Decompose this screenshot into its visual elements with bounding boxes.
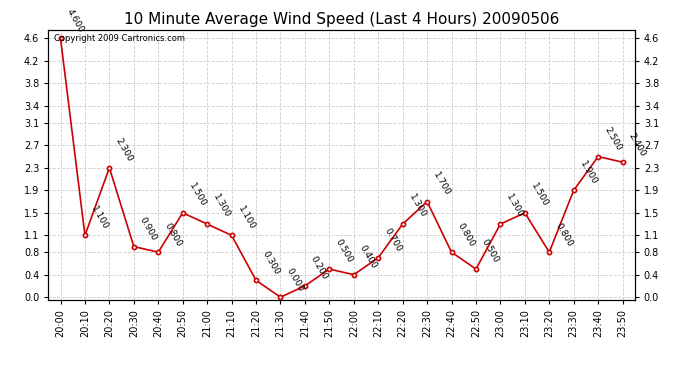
Text: 1.300: 1.300 xyxy=(211,193,232,220)
Title: 10 Minute Average Wind Speed (Last 4 Hours) 20090506: 10 Minute Average Wind Speed (Last 4 Hou… xyxy=(124,12,559,27)
Text: 1.900: 1.900 xyxy=(578,159,599,186)
Text: 0.800: 0.800 xyxy=(162,221,183,248)
Text: 1.500: 1.500 xyxy=(187,182,208,209)
Text: 1.300: 1.300 xyxy=(504,193,525,220)
Text: 1.500: 1.500 xyxy=(529,182,550,209)
Text: 2.300: 2.300 xyxy=(114,137,135,164)
Text: 1.100: 1.100 xyxy=(236,204,257,231)
Text: 4.600: 4.600 xyxy=(65,8,86,34)
Text: 0.300: 0.300 xyxy=(260,249,281,276)
Text: 0.800: 0.800 xyxy=(455,221,476,248)
Text: 1.300: 1.300 xyxy=(407,193,428,220)
Text: 2.400: 2.400 xyxy=(627,131,647,158)
Text: 0.500: 0.500 xyxy=(480,238,501,265)
Text: 0.000: 0.000 xyxy=(284,266,306,293)
Text: 0.200: 0.200 xyxy=(309,255,330,282)
Text: 2.500: 2.500 xyxy=(602,126,623,152)
Text: Copyright 2009 Cartronics.com: Copyright 2009 Cartronics.com xyxy=(55,34,185,43)
Text: 1.700: 1.700 xyxy=(431,171,452,197)
Text: 0.400: 0.400 xyxy=(358,244,379,270)
Text: 1.100: 1.100 xyxy=(89,204,110,231)
Text: 0.500: 0.500 xyxy=(333,238,354,265)
Text: 0.800: 0.800 xyxy=(553,221,574,248)
Text: 0.700: 0.700 xyxy=(382,227,403,254)
Text: 0.900: 0.900 xyxy=(138,216,159,242)
